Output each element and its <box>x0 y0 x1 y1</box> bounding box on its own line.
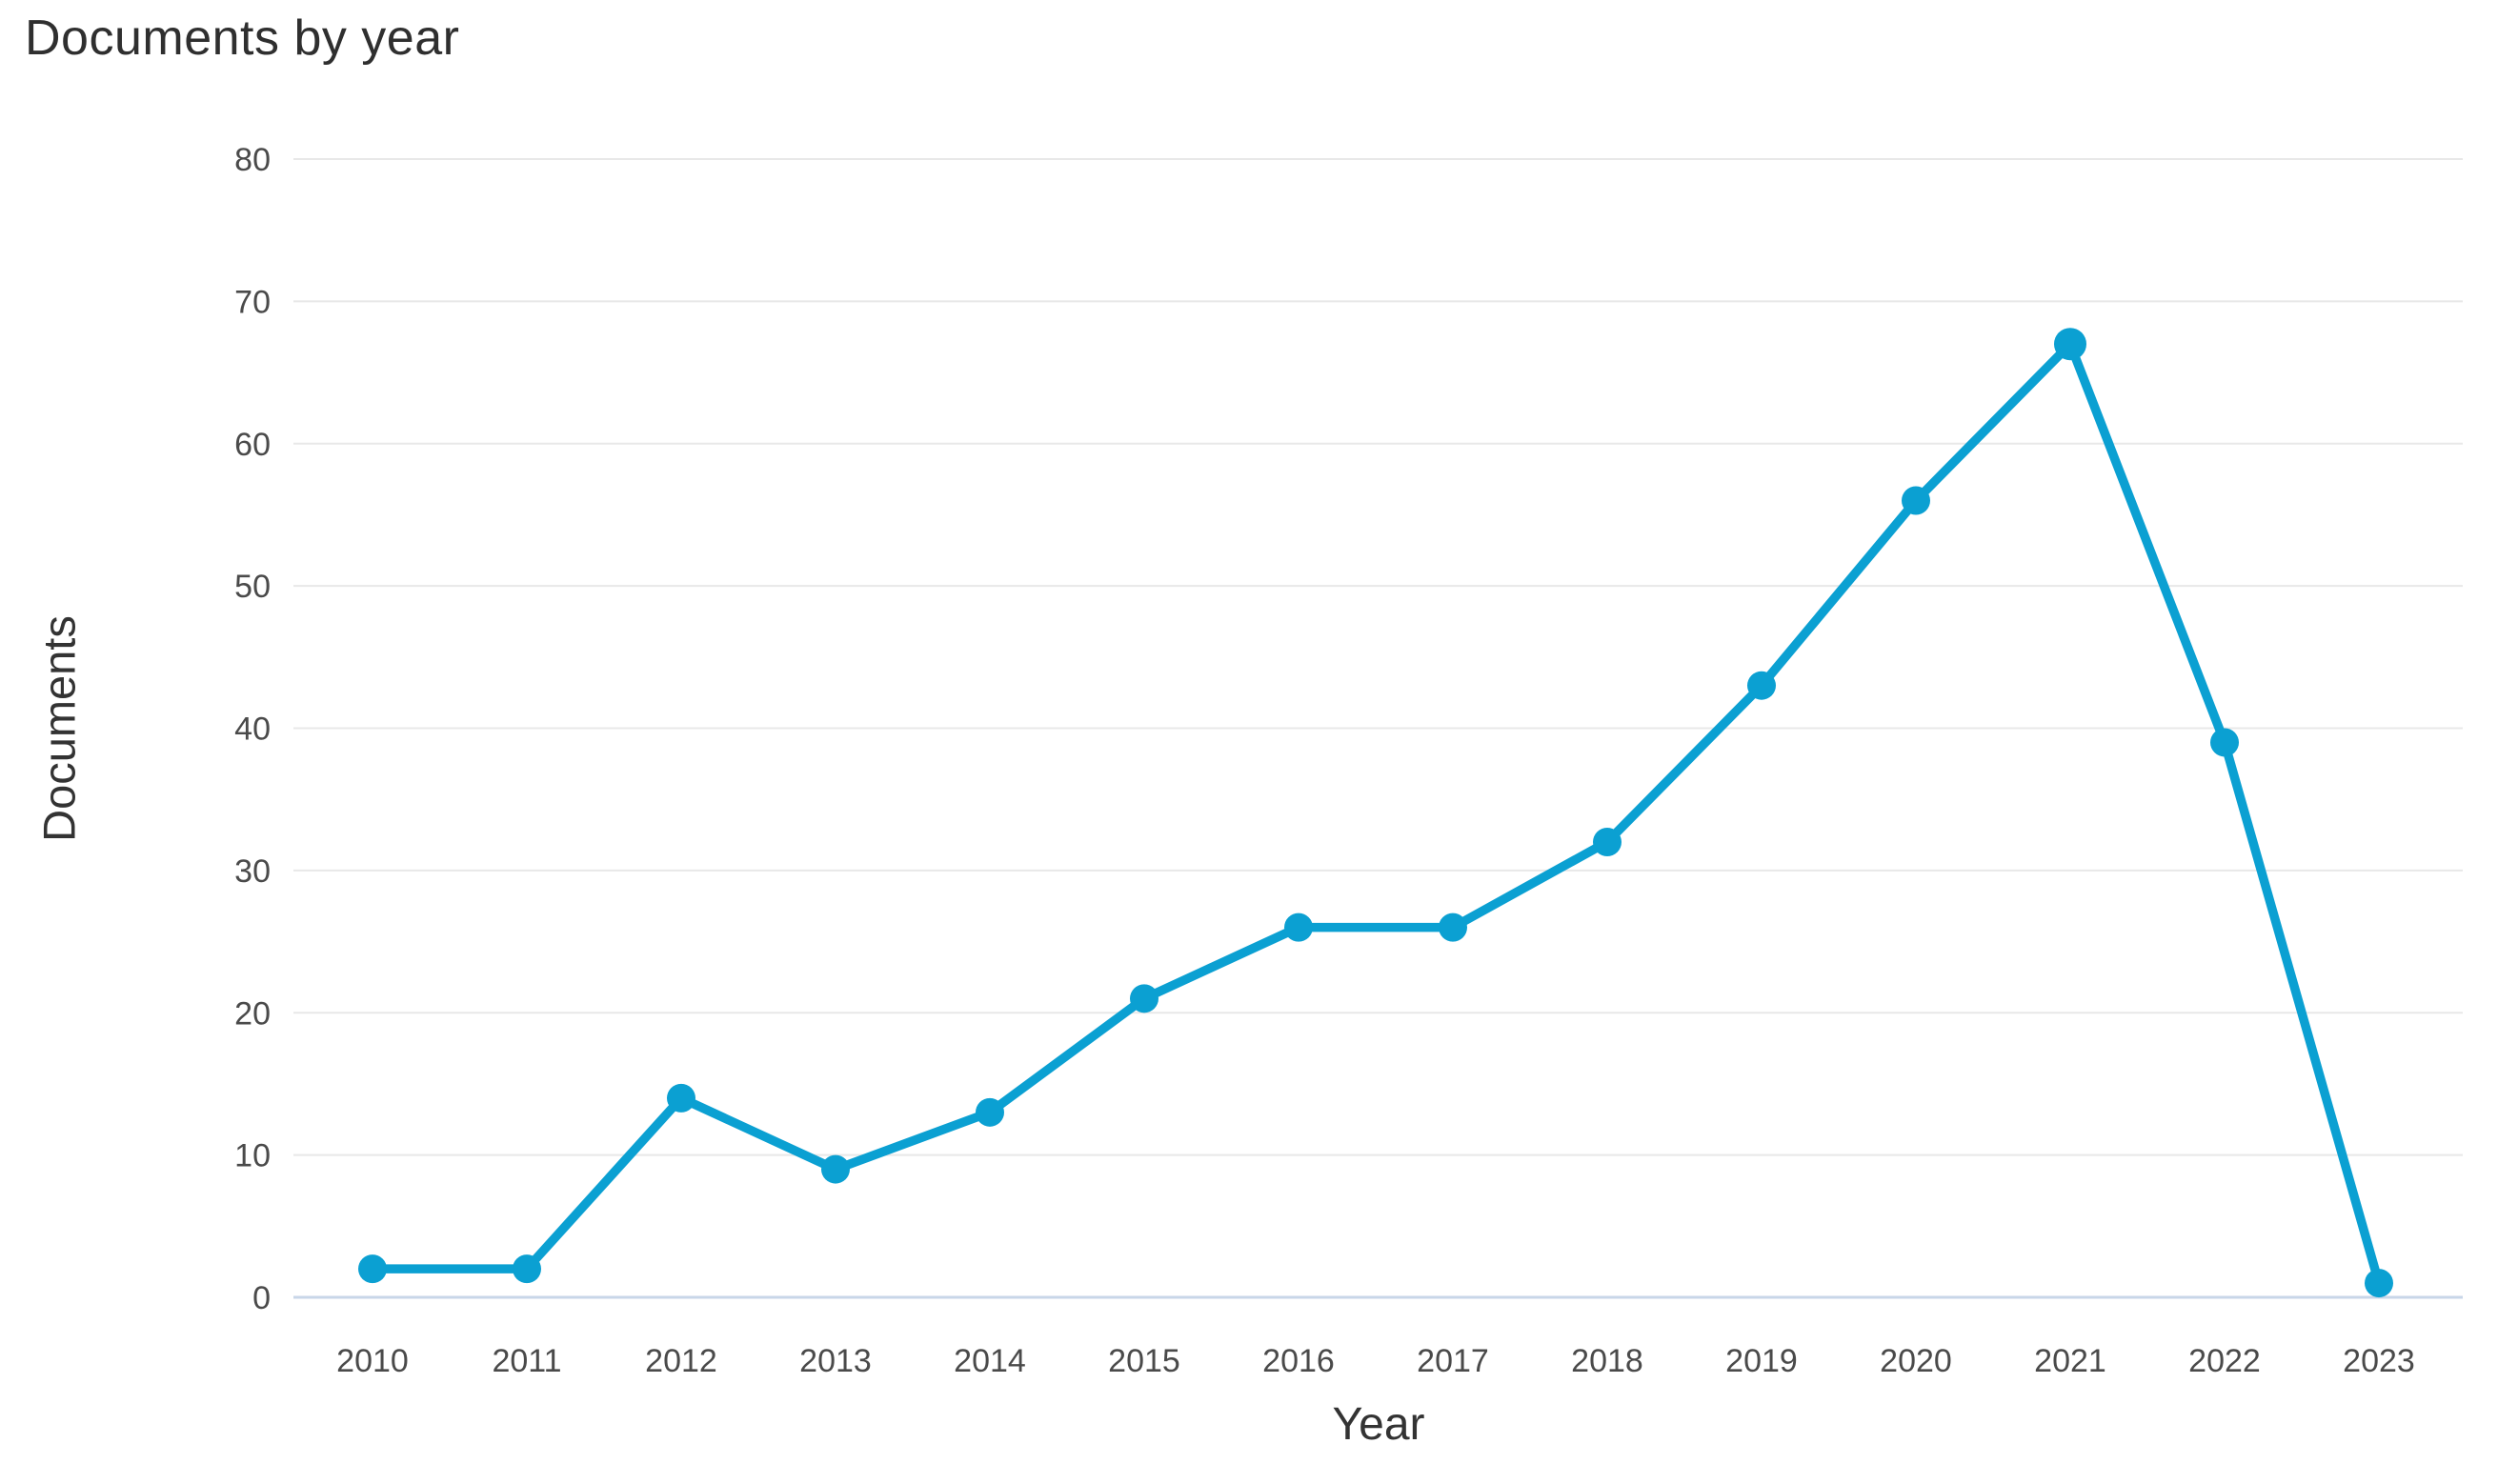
x-tick-label: 2014 <box>954 1343 1026 1379</box>
y-tick-label: 80 <box>234 142 271 178</box>
data-point[interactable] <box>667 1083 695 1113</box>
x-tick-label: 2020 <box>1880 1343 1952 1379</box>
x-tick-label: 2018 <box>1571 1343 1643 1379</box>
x-tick-label: 2015 <box>1108 1343 1180 1379</box>
data-point[interactable] <box>358 1254 387 1284</box>
data-point[interactable] <box>1593 828 1622 856</box>
y-tick-label: 20 <box>234 995 271 1032</box>
y-tick-label: 0 <box>252 1280 271 1316</box>
x-tick-label: 2016 <box>1262 1343 1335 1379</box>
x-tick-label: 2017 <box>1417 1343 1489 1379</box>
data-point[interactable] <box>1902 486 1930 515</box>
data-point[interactable] <box>2054 328 2086 361</box>
x-tick-label: 2011 <box>492 1343 561 1379</box>
data-point[interactable] <box>2365 1269 2393 1298</box>
data-point[interactable] <box>513 1254 541 1284</box>
data-point[interactable] <box>821 1154 850 1184</box>
data-point[interactable] <box>1284 912 1313 942</box>
y-tick-label: 60 <box>234 427 271 463</box>
y-tick-label: 40 <box>234 712 271 748</box>
y-tick-label: 30 <box>234 853 271 890</box>
data-point[interactable] <box>2210 728 2239 757</box>
x-tick-label: 2022 <box>2188 1343 2261 1379</box>
x-tick-label: 2023 <box>2343 1343 2415 1379</box>
y-tick-label: 10 <box>234 1138 271 1174</box>
x-tick-label: 2012 <box>645 1343 717 1379</box>
series-line <box>368 339 2384 1288</box>
x-axis-title: Year <box>1332 1399 1425 1450</box>
x-tick-label: 2013 <box>799 1343 872 1379</box>
x-tick-label: 2021 <box>2034 1343 2106 1379</box>
data-point[interactable] <box>976 1097 1004 1127</box>
x-tick-label: 2010 <box>336 1343 409 1379</box>
chart-title: Documents by year <box>25 10 460 66</box>
data-point[interactable] <box>1130 984 1158 1013</box>
y-tick-label: 50 <box>234 569 271 605</box>
x-tick-label: 2019 <box>1725 1343 1798 1379</box>
data-point[interactable] <box>1439 912 1467 942</box>
data-point[interactable] <box>1747 671 1776 700</box>
y-tick-label: 70 <box>234 284 271 320</box>
